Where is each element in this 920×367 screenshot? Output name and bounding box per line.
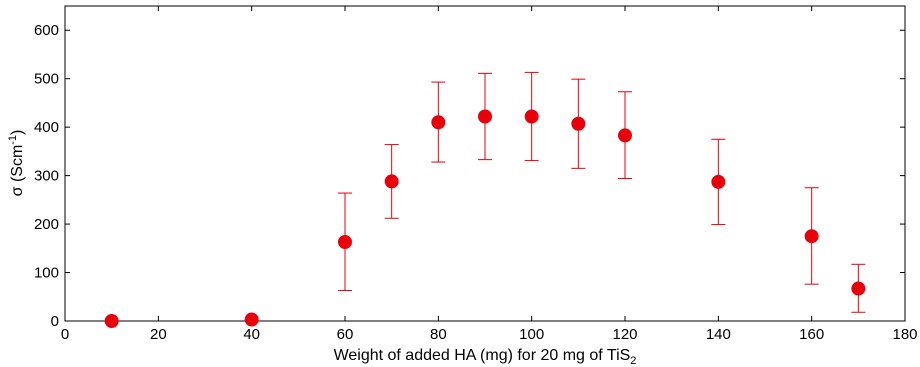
data-point-6 xyxy=(524,109,539,124)
data-point-0 xyxy=(104,314,119,328)
y-tick-label-400: 400 xyxy=(34,119,59,136)
data-point-5 xyxy=(478,109,492,124)
x-axis-label-subscript: 2 xyxy=(630,355,636,367)
x-tick-label-180: 180 xyxy=(892,326,917,343)
axis-ticks: 0 20 40 60 80 100 120 140 160 180 0 100 200 300 400 500… xyxy=(34,6,918,343)
y-axis-label: σ (Scm-1) xyxy=(7,130,26,197)
y-axis-label-main: σ (Scm xyxy=(9,145,26,197)
x-tick-label-160: 160 xyxy=(799,326,824,343)
plot-area xyxy=(64,5,906,322)
data-point-8 xyxy=(618,128,632,143)
y-axis-label-superscript: -1 xyxy=(7,135,19,145)
y-tick-label-200: 200 xyxy=(34,216,59,233)
x-tick-label-140: 140 xyxy=(706,326,731,343)
x-tick-label-80: 80 xyxy=(430,326,447,343)
data-point-10 xyxy=(804,229,819,244)
data-point-2 xyxy=(338,235,352,250)
y-tick-label-0: 0 xyxy=(51,313,59,330)
data-point-9 xyxy=(711,174,726,189)
y-tick-label-500: 500 xyxy=(34,71,59,88)
data-point-11 xyxy=(851,281,866,296)
x-tick-label-120: 120 xyxy=(612,326,637,343)
data-point-1 xyxy=(244,312,259,327)
x-axis-label-main: Weight of added HA (mg) for 20 mg of TiS xyxy=(334,347,631,364)
x-tick-label-60: 60 xyxy=(337,326,354,343)
data-points xyxy=(104,109,866,328)
y-axis-label-close: ) xyxy=(9,130,26,135)
x-tick-label-100: 100 xyxy=(519,326,544,343)
x-tick-label-20: 20 xyxy=(150,326,167,343)
y-tick-label-300: 300 xyxy=(34,168,59,185)
data-point-3 xyxy=(384,174,399,189)
x-axis-label: Weight of added HA (mg) for 20 mg of TiS… xyxy=(334,347,637,367)
x-tick-label-40: 40 xyxy=(243,326,260,343)
x-tick-label-0: 0 xyxy=(61,326,69,343)
y-tick-label-100: 100 xyxy=(34,265,59,282)
data-point-7 xyxy=(571,116,586,131)
y-tick-label-600: 600 xyxy=(34,22,59,39)
data-point-4 xyxy=(431,115,446,130)
